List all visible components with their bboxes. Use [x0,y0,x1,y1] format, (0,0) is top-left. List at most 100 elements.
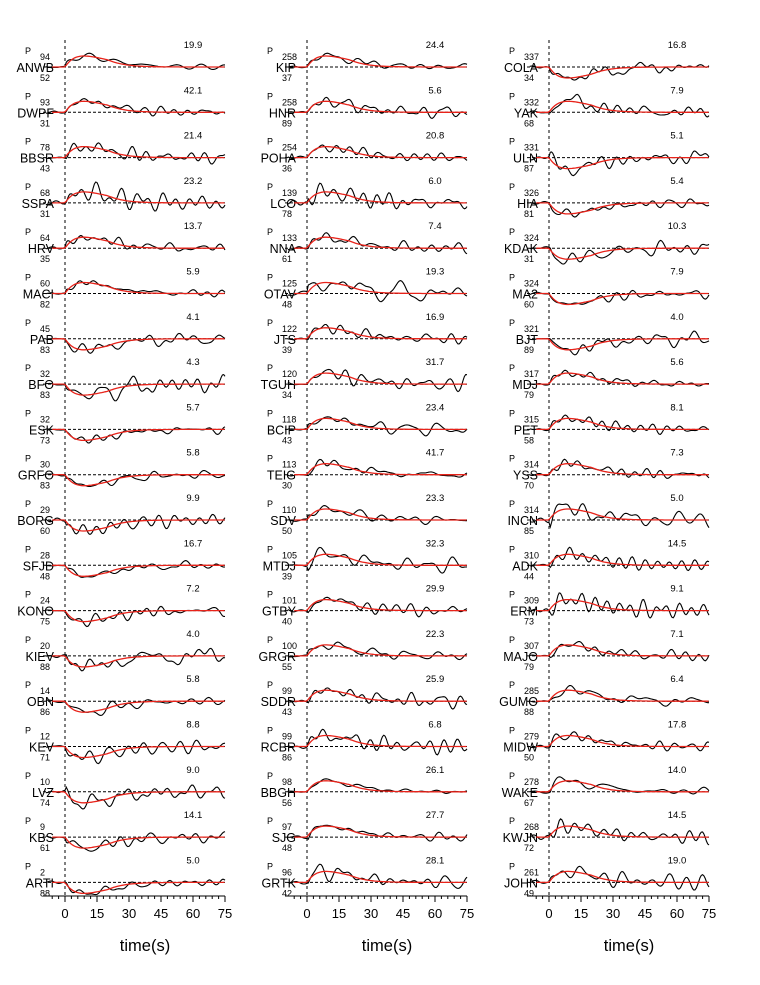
station-label: DWPF [17,106,54,120]
azimuth-label: 326 [524,188,539,198]
amplitude-label: 29.9 [426,584,445,595]
phase-label: P [509,771,515,781]
phase-label: P [509,363,515,373]
amplitude-label: 5.9 [186,267,199,278]
azimuth-label: 110 [282,505,296,515]
station-label: KONO [17,605,54,619]
distance-label: 44 [524,571,534,581]
azimuth-label: 10 [40,777,50,787]
station-label: SDDR [261,695,296,709]
amplitude-label: 5.1 [670,131,683,142]
distance-label: 55 [282,662,292,672]
synthetic-waveform [536,508,709,521]
phase-label: P [25,499,31,509]
station-label: YAK [514,106,539,120]
phase-label: P [267,273,273,283]
phase-label: P [509,46,515,56]
observed-waveform [287,232,468,255]
synthetic-waveform [52,745,225,759]
station-label: HIA [517,197,539,211]
phase-label: P [267,227,273,237]
observed-waveform [287,687,468,710]
x-axis-title: time(s) [362,937,412,955]
amplitude-label: 41.7 [426,448,445,459]
distance-label: 71 [40,753,50,763]
distance-label: 89 [524,345,534,355]
distance-label: 74 [40,798,50,808]
distance-label: 31 [40,209,50,219]
distance-label: 88 [40,662,50,672]
phase-label: P [267,91,273,101]
synthetic-waveform [52,191,225,204]
distance-label: 35 [40,254,50,264]
azimuth-label: 20 [40,641,50,651]
synthetic-waveform [536,870,709,884]
azimuth-label: 314 [524,505,539,515]
phase-label: P [509,544,515,554]
phase-label: P [509,227,515,237]
phase-label: P [509,408,515,418]
observed-waveform [529,61,710,81]
distance-label: 60 [524,300,534,310]
azimuth-label: 68 [40,188,50,198]
station-label: POHA [261,152,297,166]
synthetic-waveform [294,372,467,385]
phase-label: P [25,771,31,781]
amplitude-label: 14.5 [668,538,687,549]
azimuth-label: 94 [40,52,50,62]
synthetic-waveform [294,689,467,702]
observed-waveform [45,647,226,672]
observed-waveform [287,280,468,303]
observed-waveform [45,142,226,165]
station-label: MIDW [503,741,538,755]
azimuth-label: 113 [282,460,296,470]
amplitude-label: 31.7 [426,357,445,368]
observed-waveform [287,596,468,618]
x-tick-label: 75 [702,906,716,921]
azimuth-label: 310 [524,550,539,560]
phase-label: P [267,635,273,645]
station-label: BJT [516,333,539,347]
x-axis-title: time(s) [120,937,170,955]
observed-waveform [529,414,710,436]
azimuth-label: 258 [282,97,297,107]
phase-label: P [267,590,273,600]
distance-label: 88 [40,888,50,898]
azimuth-label: 321 [524,324,539,334]
amplitude-label: 6.8 [428,720,441,731]
azimuth-label: 337 [524,52,539,62]
amplitude-label: 23.4 [426,402,445,413]
distance-label: 31 [40,118,50,128]
amplitude-label: 7.3 [670,448,683,459]
amplitude-label: 16.8 [668,40,687,51]
observed-waveform [529,684,709,707]
amplitude-label: 25.9 [426,674,445,685]
phase-label: P [267,816,273,826]
azimuth-label: 258 [282,52,297,62]
phase-label: P [267,680,273,690]
distance-label: 48 [282,300,292,310]
phase-label: P [509,137,515,147]
phase-label: P [25,590,31,600]
amplitude-label: 8.8 [186,720,199,731]
amplitude-label: 6.0 [428,176,441,187]
distance-label: 42 [282,888,292,898]
synthetic-waveform [536,247,709,260]
distance-label: 50 [524,753,534,763]
station-label: GRTK [262,876,297,890]
distance-label: 89 [282,118,292,128]
azimuth-label: 133 [282,233,297,243]
observed-waveform [529,503,710,529]
amplitude-label: 5.0 [186,855,199,866]
station-label: JOHN [504,876,538,890]
station-label: HNR [269,106,296,120]
